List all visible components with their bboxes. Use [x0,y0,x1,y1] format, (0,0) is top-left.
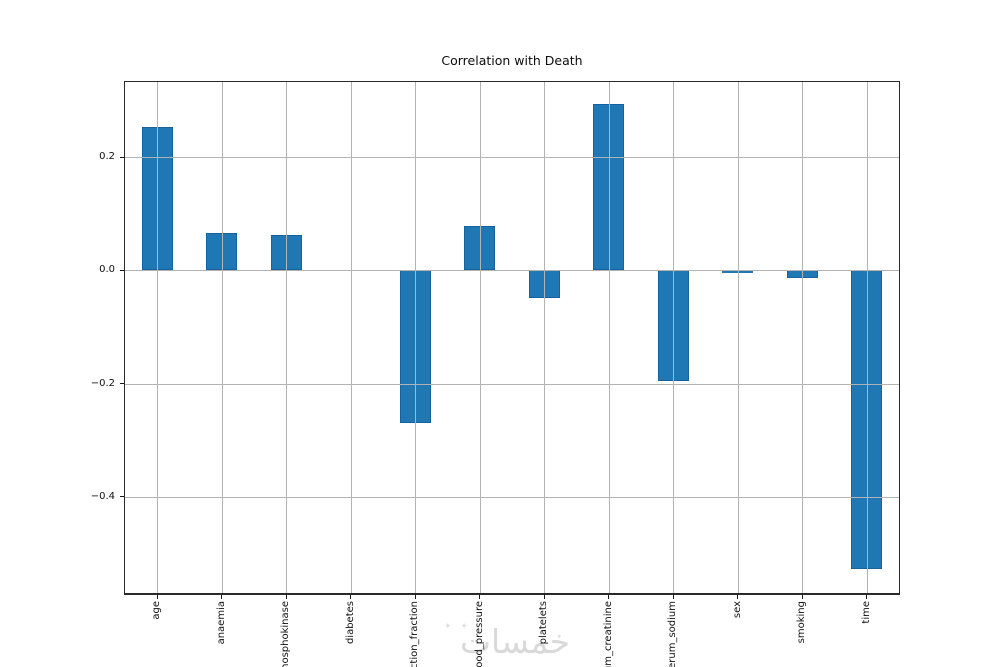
gridline-v-smoking [802,82,804,593]
y-tick-−0.2 [120,383,124,385]
x-tick-creatinine_phosphokinase [285,595,287,599]
gridline-v-platelets [544,82,546,593]
x-tick-label-ejection_fraction: ejection_fraction [409,601,421,667]
x-tick-age [156,595,158,599]
x-tick-anaemia [221,595,223,599]
gridline-v-high_blood_pressure [479,82,481,593]
gridline-v-anaemia [221,82,223,593]
x-tick-label-serum_creatinine: serum_creatinine [602,601,614,667]
x-tick-label-diabetes: diabetes [344,601,356,645]
x-tick-label-high_blood_pressure: high_blood_pressure [473,601,485,667]
x-tick-label-sex: sex [731,601,743,619]
y-tick-label-−0.2: −0.2 [90,377,115,389]
gridline-v-serum_sodium [673,82,675,593]
y-tick-label-−0.4: −0.4 [90,490,115,502]
x-tick-ejection_fraction [414,595,416,599]
x-tick-high_blood_pressure [479,595,481,599]
x-tick-smoking [801,595,803,599]
gridline-h-−0.2 [125,383,899,385]
y-tick-label-0.0: 0.0 [99,264,115,276]
x-tick-time [866,595,868,599]
gridline-v-serum_creatinine [608,82,610,593]
watermark-text: خمسات [459,622,570,661]
x-tick-serum_creatinine [608,595,610,599]
chart-title: Correlation with Death [441,53,583,68]
y-tick-label-0.2: 0.2 [99,151,115,163]
x-tick-label-platelets: platelets [538,601,550,645]
x-tick-label-smoking: smoking [796,601,808,644]
x-tick-platelets [543,595,545,599]
x-tick-label-age: age [151,601,163,620]
y-tick-0.2 [120,156,124,158]
gridline-v-ejection_fraction [415,82,417,593]
gridline-v-age [157,82,159,593]
y-tick-−0.4 [120,496,124,498]
gridline-v-sex [737,82,739,593]
y-tick-0.0 [120,269,124,271]
x-tick-label-serum_sodium: serum_sodium [667,601,679,667]
x-tick-serum_sodium [672,595,674,599]
gridline-h-0.0 [125,270,899,272]
gridline-h-−0.4 [125,496,899,498]
gridline-h-0.2 [125,157,899,159]
gridline-v-creatinine_phosphokinase [286,82,288,593]
watermark: ✦ ✦ خمسات [430,616,570,666]
x-tick-sex [737,595,739,599]
x-tick-label-time: time [860,601,872,624]
x-tick-diabetes [350,595,352,599]
gridline-v-diabetes [350,82,352,593]
x-tick-label-anaemia: anaemia [215,601,227,645]
gridline-v-time [866,82,868,593]
x-tick-label-creatinine_phosphokinase: creatinine_phosphokinase [280,601,292,667]
sparkle-icon: ✦ ✦ [444,622,471,632]
